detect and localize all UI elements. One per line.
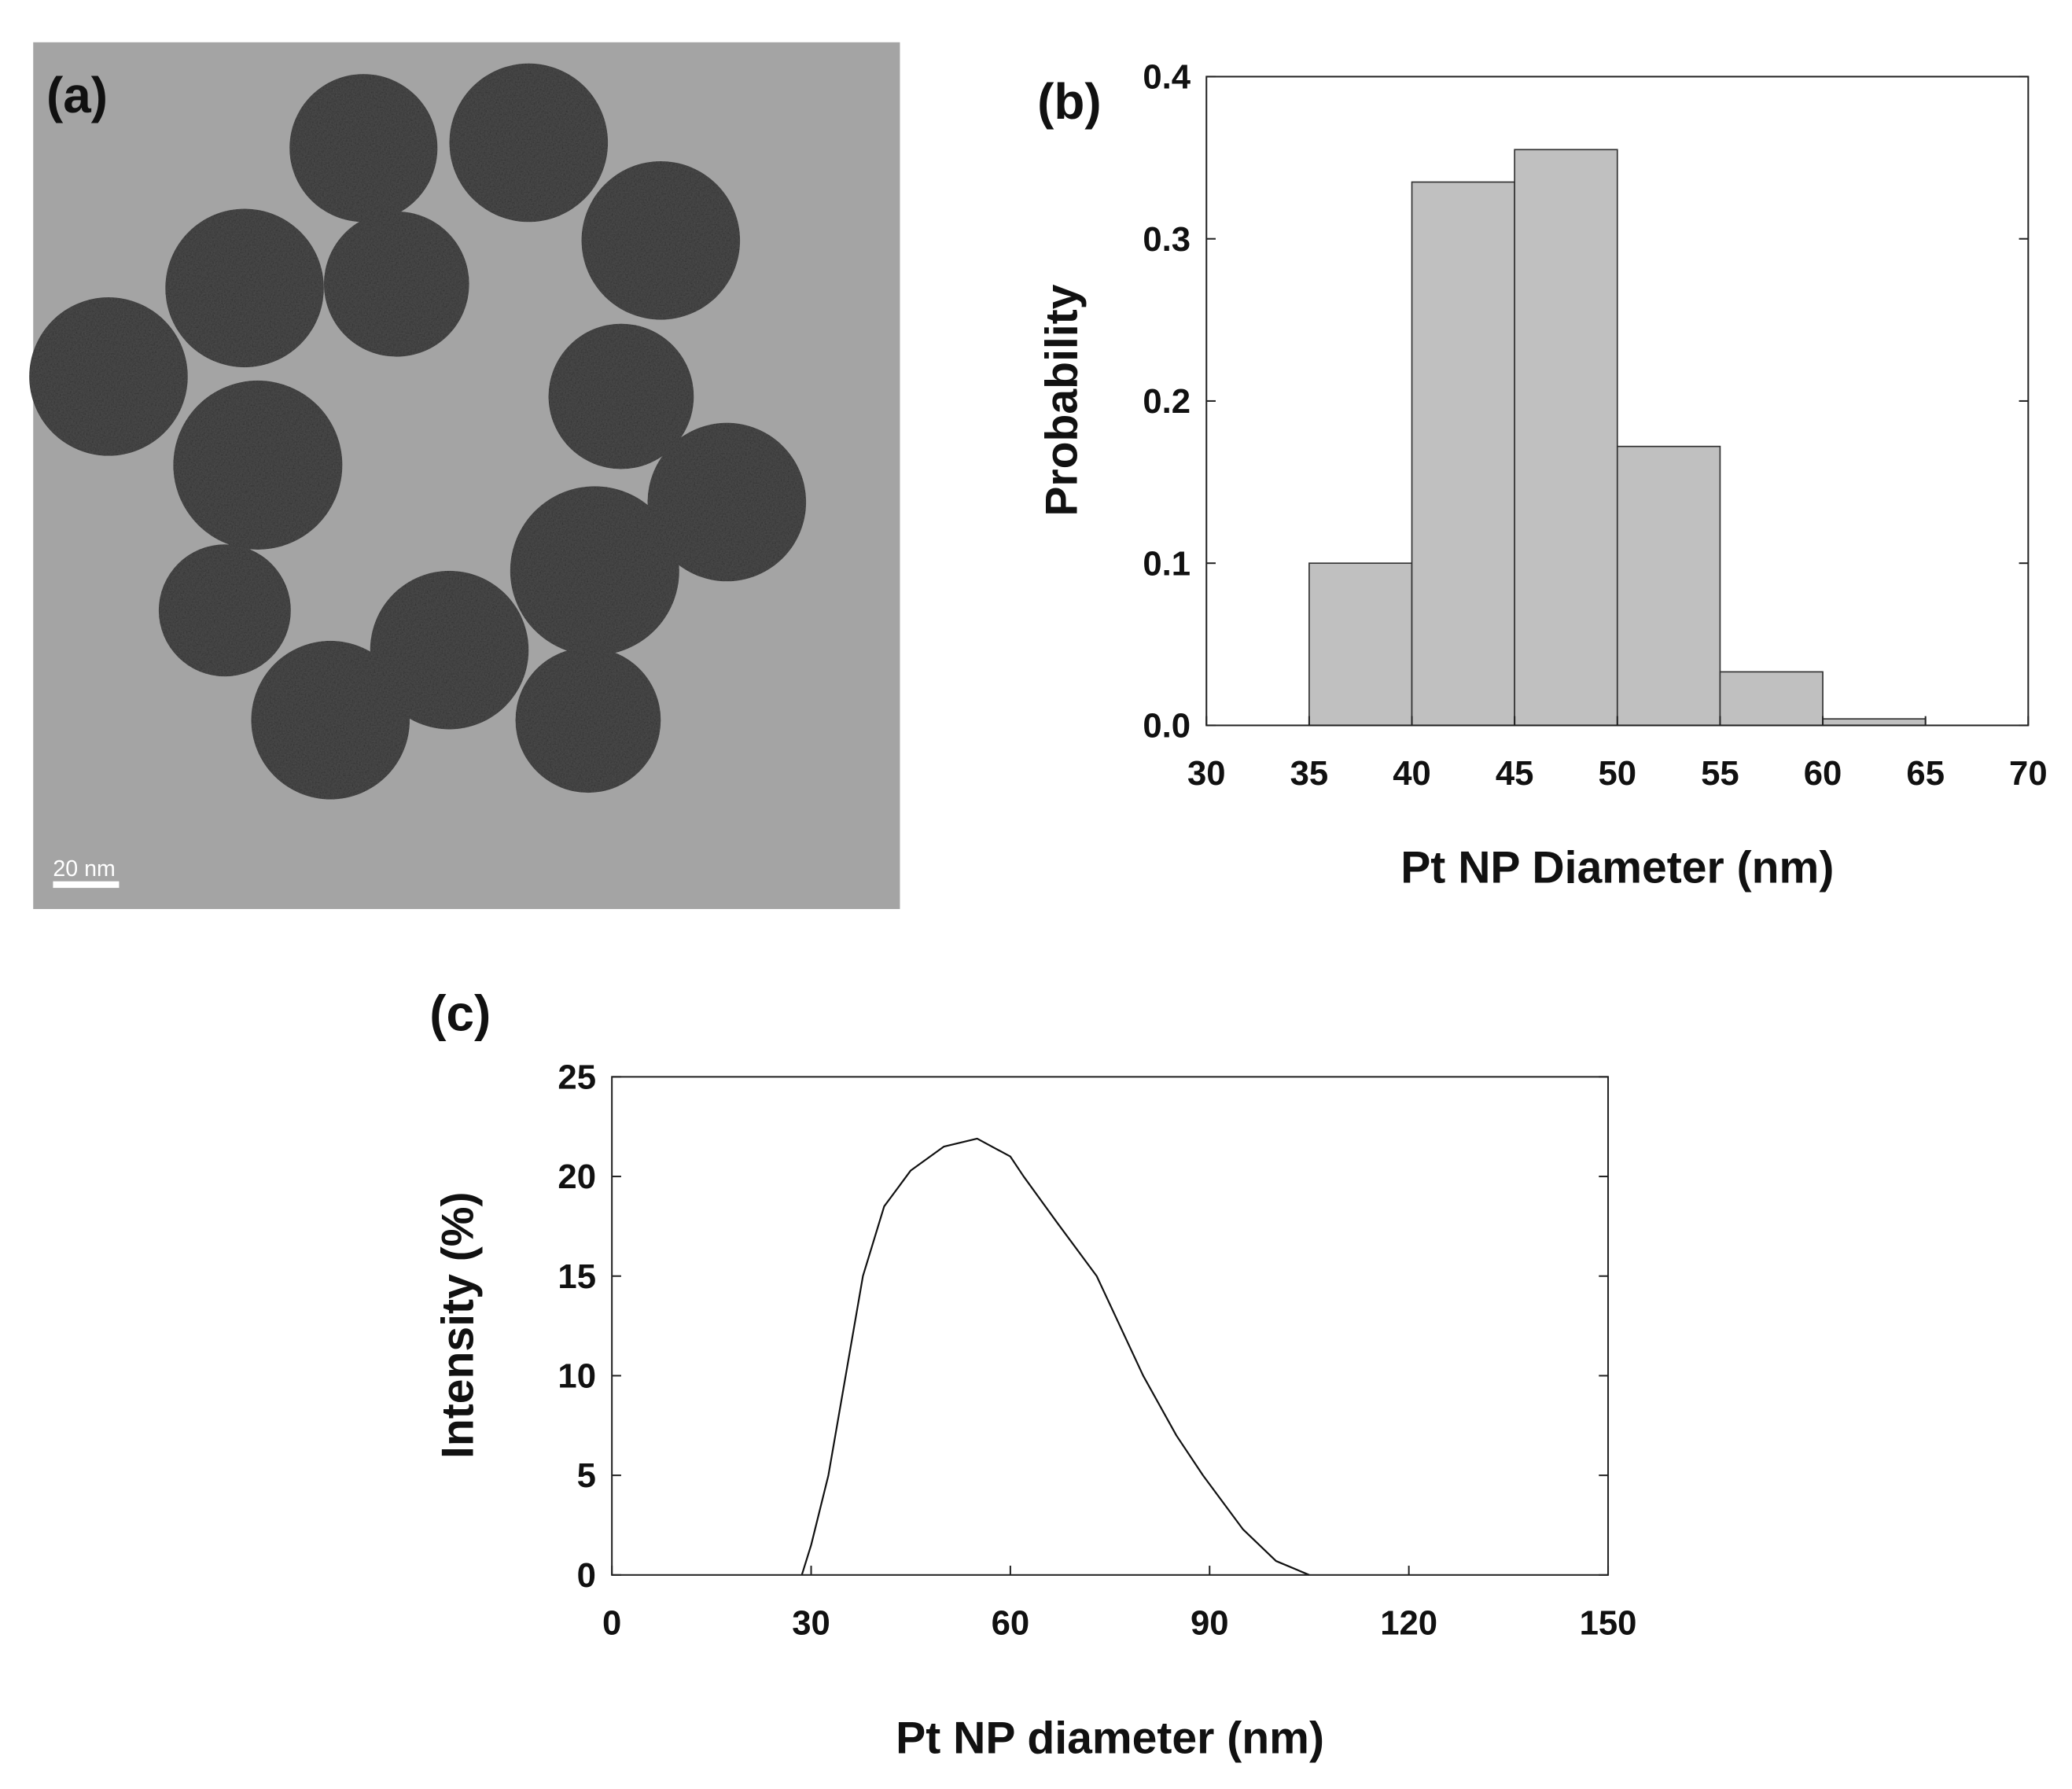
x-tick-label: 60: [992, 1603, 1030, 1642]
y-tick-label: 0.4: [1143, 58, 1191, 97]
y-tick-label: 0.0: [1143, 707, 1191, 745]
tem-image: (a) 20 nm: [29, 42, 900, 909]
y-tick-label: 0.1: [1143, 544, 1191, 583]
scale-bar: [53, 881, 120, 889]
x-tick-label: 50: [1599, 754, 1637, 793]
x-tick-label: 120: [1380, 1603, 1437, 1642]
x-tick-label: 150: [1580, 1603, 1637, 1642]
x-tick-label: 60: [1804, 754, 1842, 793]
x-tick-label: 65: [1906, 754, 1945, 793]
x-axis-label: Pt NP Diameter (nm): [1400, 842, 1834, 893]
y-tick-label: 0: [577, 1556, 596, 1595]
y-axis-label: Probability: [1037, 284, 1088, 516]
y-tick-label: 5: [577, 1456, 596, 1495]
y-tick-label: 15: [558, 1257, 596, 1296]
x-tick-label: 0: [602, 1603, 621, 1642]
bar: [1719, 671, 1824, 727]
y-tick-label: 25: [558, 1058, 596, 1096]
x-tick-label: 35: [1290, 754, 1329, 793]
x-tick-label: 30: [792, 1603, 830, 1642]
x-tick-label: 40: [1393, 754, 1431, 793]
y-tick-label: 10: [558, 1357, 596, 1396]
x-tick-label: 45: [1496, 754, 1534, 793]
x-tick-label: 70: [2009, 754, 2048, 793]
x-axis-label: Pt NP diameter (nm): [896, 1714, 1324, 1764]
y-tick-label: 0.3: [1143, 220, 1191, 259]
panel-label: (c): [429, 985, 491, 1042]
x-tick-label: 30: [1187, 754, 1226, 793]
x-tick-label: 55: [1701, 754, 1739, 793]
scale-bar-label: 20 nm: [53, 856, 115, 882]
y-axis-label: Intensity (%): [433, 1191, 484, 1459]
plot-frame: [611, 1076, 1610, 1576]
bar: [1514, 149, 1618, 727]
panel-label: (a): [46, 67, 108, 123]
y-tick-label: 20: [558, 1158, 596, 1196]
bar: [1411, 181, 1515, 727]
y-tick-label: 0.2: [1143, 382, 1191, 421]
x-tick-label: 90: [1191, 1603, 1229, 1642]
bar: [1616, 445, 1721, 727]
bar: [1308, 562, 1413, 727]
line: [800, 1137, 1310, 1576]
panel-label: (b): [1037, 73, 1102, 130]
nanoparticles: [29, 63, 807, 800]
bar: [1822, 718, 1927, 727]
